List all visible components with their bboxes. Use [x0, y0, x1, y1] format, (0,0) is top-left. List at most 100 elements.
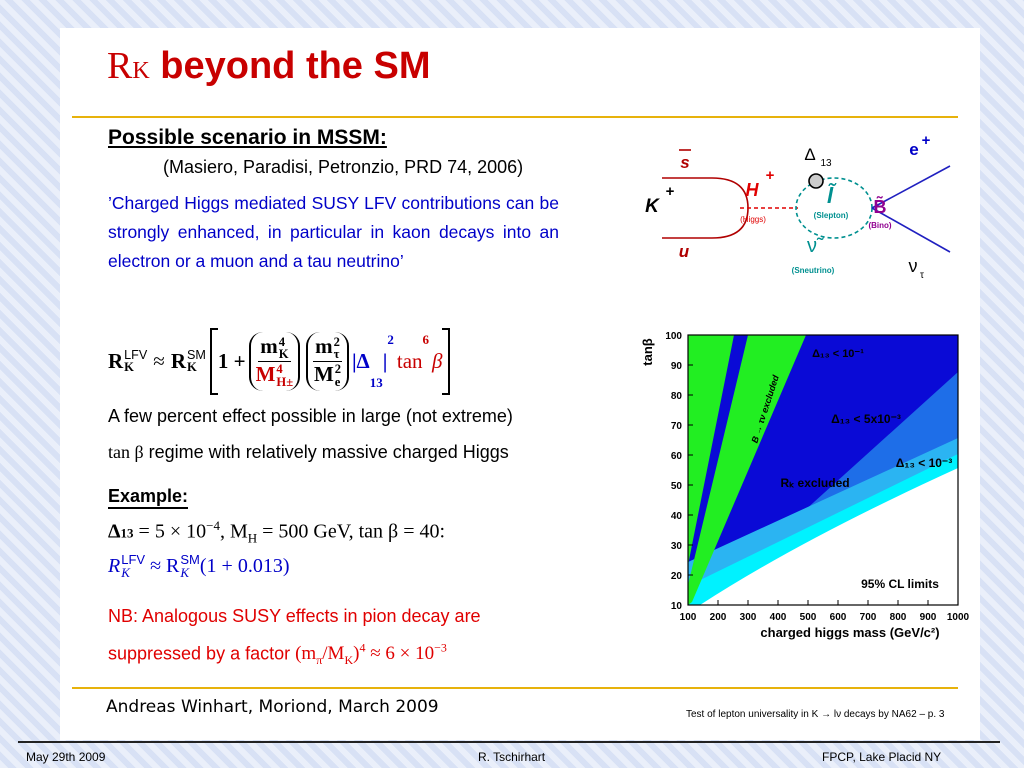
effect-line: A few percent effect possible in large (… [108, 406, 513, 426]
f: 2 [334, 362, 342, 377]
f: H± [276, 374, 294, 389]
region-label: Δ₁₃ < 10⁻³ [896, 456, 953, 470]
diagram-label: (Sneutrino) [792, 266, 835, 275]
title-symbol: R [107, 45, 133, 87]
heading: Possible scenario in MSSM: [108, 126, 387, 149]
y-tick-label: 100 [665, 331, 682, 342]
x-tick-label: 700 [860, 612, 877, 623]
e: K [121, 565, 130, 580]
diagram-label: + [766, 167, 775, 184]
f: 2 [387, 332, 394, 347]
e: −4 [206, 518, 220, 533]
x-axis-label: charged higgs mass (GeV/c²) [760, 625, 939, 640]
example-line: Δ13 = 5 × 10−4, MH = 500 GeV, tan β = 40… [108, 518, 445, 547]
neutrino-line [871, 207, 951, 253]
n: ≈ 6 × 10 [365, 643, 435, 665]
diagram-label: ν [909, 256, 918, 276]
f: 2 [333, 334, 340, 349]
diagram-label: + [666, 183, 675, 200]
diagram-label: H [746, 180, 760, 200]
region [688, 335, 806, 605]
x-tick-label: 300 [740, 612, 757, 623]
loop [795, 177, 873, 239]
f: ≈ [153, 348, 165, 373]
x-tick-label: 900 [920, 612, 937, 623]
page-note: Test of lepton universality in K → lν de… [686, 709, 945, 720]
paren: m 4 K M 4 H± [248, 332, 301, 391]
region [700, 468, 958, 605]
f: 4 [276, 362, 283, 377]
f: β [432, 348, 443, 373]
title-sub: K [132, 58, 150, 84]
f: M [255, 361, 276, 386]
e: K [180, 565, 190, 580]
f: 13 [369, 374, 383, 390]
n: −3 [434, 641, 447, 655]
diagram-label: u [679, 242, 690, 261]
f: m [315, 334, 333, 358]
y-tick-label: 10 [671, 601, 683, 612]
e: = 500 GeV, tan β = 40: [257, 520, 446, 543]
x-tick-label: 400 [770, 612, 787, 623]
x-tick-label: 800 [890, 612, 907, 623]
y-tick-label: 30 [671, 541, 683, 552]
e: Δ [108, 520, 121, 543]
example-heading: Example: [108, 486, 189, 509]
n: /M [322, 643, 345, 665]
credit: Andreas Winhart, Moriond, March 2009 [106, 697, 439, 717]
x-tick-label: 600 [830, 612, 847, 623]
e: LFV [121, 552, 146, 567]
diagram-label: (Slepton) [814, 211, 849, 220]
region-label: Rₖ excluded [780, 476, 849, 490]
diagram-label: + [922, 132, 931, 149]
vertex [808, 173, 824, 189]
e: , M [219, 520, 248, 543]
y-tick-label: 70 [671, 421, 683, 432]
e: 13 [120, 525, 134, 541]
citation: (Masiero, Paradisi, Petronzio, PRD 74, 2… [163, 157, 524, 177]
n: ) [353, 643, 360, 665]
n: (m [295, 643, 317, 665]
diagram-label: B̃ [874, 195, 887, 217]
effect-text: regime with relatively massive charged H… [143, 442, 509, 462]
f: tan [396, 348, 423, 373]
f: SM [186, 347, 206, 362]
n: K [344, 653, 354, 668]
diagram-label: (Higgs) [740, 215, 766, 224]
e: SM [180, 552, 200, 567]
diagram-label: (Bino) [868, 221, 891, 230]
f: 4 [278, 334, 286, 349]
footer-venue: FPCP, Lake Placid NY [822, 750, 942, 764]
f: LFV [124, 347, 148, 362]
quote: ’Charged Higgs mediated SUSY LFV contrib… [108, 193, 559, 271]
f: K [186, 360, 197, 375]
f: M [313, 361, 334, 386]
f: K [124, 360, 134, 375]
feynman-diagram [662, 149, 951, 253]
f: 6 [422, 332, 430, 347]
footer-author: R. Tschirhart [478, 750, 546, 764]
n: suppressed by a factor [108, 643, 296, 664]
f: R [108, 348, 124, 373]
f: 1 + [217, 348, 246, 373]
footer-date: May 29th 2009 [26, 750, 106, 764]
y-tick-label: 40 [671, 511, 683, 522]
title-text: beyond the SM [160, 45, 431, 87]
diagram-label: K [645, 196, 660, 217]
f: |Δ [351, 348, 370, 373]
region-label: Δ₁₃ < 10⁻¹ [812, 348, 864, 360]
f: m [260, 334, 278, 358]
x-tick-label: 100 [680, 612, 697, 623]
f: R [170, 348, 186, 373]
n: π [316, 653, 323, 668]
y-tick-label: 80 [671, 391, 683, 402]
x-tick-label: 200 [710, 612, 727, 623]
f: K [278, 347, 289, 362]
x-tick-label: 1000 [947, 612, 970, 623]
region-label: 95% CL limits [861, 577, 939, 591]
effect-line: tan β regime with relatively massive cha… [108, 442, 509, 463]
